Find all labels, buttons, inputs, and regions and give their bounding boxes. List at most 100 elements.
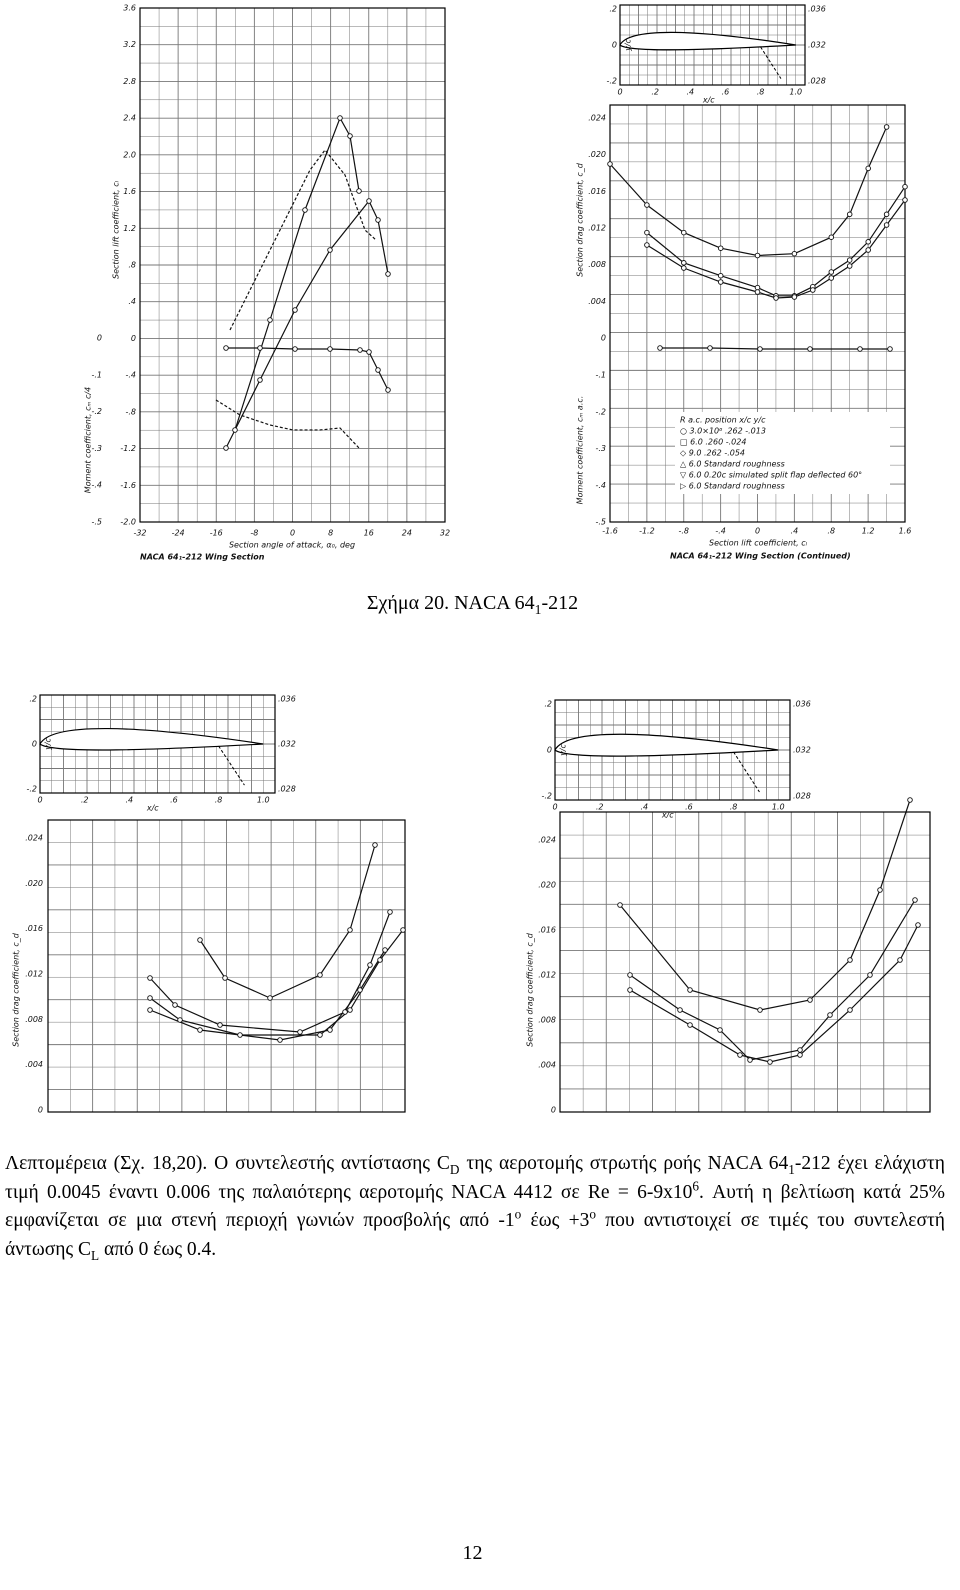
axis-label: Section drag coefficient, c_d bbox=[576, 162, 585, 277]
curve-marker bbox=[912, 897, 918, 903]
curve-marker bbox=[375, 367, 381, 373]
curve-marker bbox=[147, 1007, 153, 1013]
curve bbox=[629, 924, 919, 1063]
curve-marker bbox=[223, 345, 229, 351]
curve-marker bbox=[377, 957, 383, 963]
curve-marker bbox=[677, 1007, 683, 1013]
plot-frame bbox=[559, 811, 931, 1113]
tick-label: 3.6 bbox=[123, 4, 136, 13]
curve bbox=[646, 199, 906, 299]
axis-label: x/c bbox=[702, 96, 715, 105]
curve-marker bbox=[366, 198, 372, 204]
figure-lift-moment: -32 -24 -16 -8 0 8 16 24 32 3.6 3.2 2.8 2.4 2.0 1.6 1.2… bbox=[84, 4, 451, 562]
tick-label: -.3 bbox=[595, 444, 606, 453]
curve-marker bbox=[356, 188, 362, 194]
curve-marker bbox=[810, 287, 816, 293]
tick-label: .8 bbox=[757, 88, 765, 97]
curve-marker bbox=[327, 346, 333, 352]
curve-marker bbox=[902, 183, 908, 190]
page-number: 12 bbox=[462, 1542, 483, 1564]
curve-marker bbox=[347, 927, 353, 933]
curve-marker bbox=[147, 995, 153, 1001]
tick-label: .004 bbox=[538, 1061, 556, 1070]
tick-label: 8 bbox=[328, 529, 333, 538]
tick-label: -.2 bbox=[606, 77, 617, 86]
curve-marker bbox=[267, 995, 273, 1001]
tick-label: 0 bbox=[37, 796, 42, 805]
grid-layer bbox=[39, 694, 406, 1113]
tick-label: 2.0 bbox=[123, 150, 136, 159]
curve-marker bbox=[387, 909, 393, 915]
tick-label: 0 bbox=[131, 334, 136, 343]
curve-marker bbox=[717, 245, 724, 251]
tick-label: -.1 bbox=[595, 371, 606, 380]
superscript: o bbox=[589, 1206, 596, 1222]
curve bbox=[149, 911, 391, 1033]
curve-marker bbox=[828, 269, 835, 275]
curve-marker bbox=[277, 1037, 283, 1043]
plot-frame bbox=[609, 104, 906, 523]
tick-label: -2.0 bbox=[120, 518, 136, 527]
flap bbox=[760, 46, 782, 79]
legend-entry: ▽ 6.0 0.20c simulated split flap deflect… bbox=[680, 471, 862, 480]
tick-label: -.2 bbox=[91, 407, 102, 416]
tick-label: .016 bbox=[538, 926, 556, 935]
tick-label: -.4 bbox=[125, 371, 136, 380]
tick-label: .028 bbox=[278, 785, 296, 794]
curve-marker bbox=[297, 1029, 303, 1035]
axis-label: Section angle of attack, α₀, deg bbox=[229, 541, 355, 550]
tick-label: .036 bbox=[278, 695, 296, 704]
curve-marker bbox=[217, 1022, 223, 1028]
curve-marker bbox=[737, 1052, 743, 1058]
tick-label: .028 bbox=[808, 77, 826, 86]
axis-label: Moment coefficient, cₘ a.c. bbox=[576, 396, 585, 505]
tick-label: -1.2 bbox=[639, 527, 655, 536]
tick-label: .032 bbox=[278, 740, 296, 749]
curve-marker bbox=[347, 133, 353, 139]
curve-marker bbox=[687, 987, 693, 993]
axis-label: y/c bbox=[624, 38, 633, 51]
tick-label: 1.6 bbox=[899, 527, 912, 536]
caption-text: Σχήμα 20. NACA 64 bbox=[366, 592, 535, 614]
curve-marker bbox=[883, 211, 890, 218]
tick-label: .2 bbox=[81, 796, 89, 805]
subscript: D bbox=[449, 1161, 460, 1177]
tick-label: .016 bbox=[25, 924, 43, 933]
axis-label: Section drag coefficient, c_d bbox=[12, 932, 21, 1047]
grid-layer bbox=[139, 7, 446, 523]
tick-label: 1.0 bbox=[772, 803, 785, 812]
tick-label: 2.4 bbox=[123, 114, 136, 123]
curve-marker bbox=[327, 247, 333, 253]
curve-marker bbox=[754, 289, 761, 295]
tick-label: 1.6 bbox=[123, 187, 136, 196]
subscript: L bbox=[91, 1247, 100, 1263]
curve-marker bbox=[342, 1009, 348, 1015]
tick-label: -.4 bbox=[91, 481, 102, 490]
curve-marker bbox=[657, 345, 663, 351]
curve bbox=[234, 116, 360, 431]
curve-marker bbox=[317, 972, 323, 978]
curve-marker bbox=[357, 347, 363, 353]
axis-label: y/c bbox=[559, 743, 568, 756]
curve-marker bbox=[232, 427, 238, 433]
axis-label: x/c bbox=[661, 811, 674, 820]
curve-marker bbox=[717, 1027, 723, 1033]
airfoil bbox=[619, 31, 796, 51]
tick-label: .008 bbox=[25, 1015, 43, 1024]
legend-entry: ▷ 6.0 Standard roughness bbox=[680, 482, 785, 491]
curve-marker bbox=[828, 234, 835, 240]
axis-label: Section lift coefficient, cₗ bbox=[112, 180, 121, 279]
tick-label: 2.8 bbox=[123, 77, 136, 86]
text-run: έως +3 bbox=[521, 1210, 590, 1232]
curve-marker bbox=[847, 1007, 853, 1013]
curve-marker bbox=[197, 1027, 203, 1033]
curve-marker bbox=[257, 345, 263, 351]
curve-marker bbox=[767, 1059, 773, 1065]
tick-label: 0 bbox=[290, 529, 295, 538]
tick-label: .008 bbox=[538, 1016, 556, 1025]
tick-label: 1.2 bbox=[862, 527, 875, 536]
tick-label: .004 bbox=[588, 297, 606, 306]
tick-label: 16 bbox=[364, 529, 374, 538]
tick-label: -1.2 bbox=[120, 444, 136, 453]
tick-label: 3.2 bbox=[123, 40, 136, 49]
